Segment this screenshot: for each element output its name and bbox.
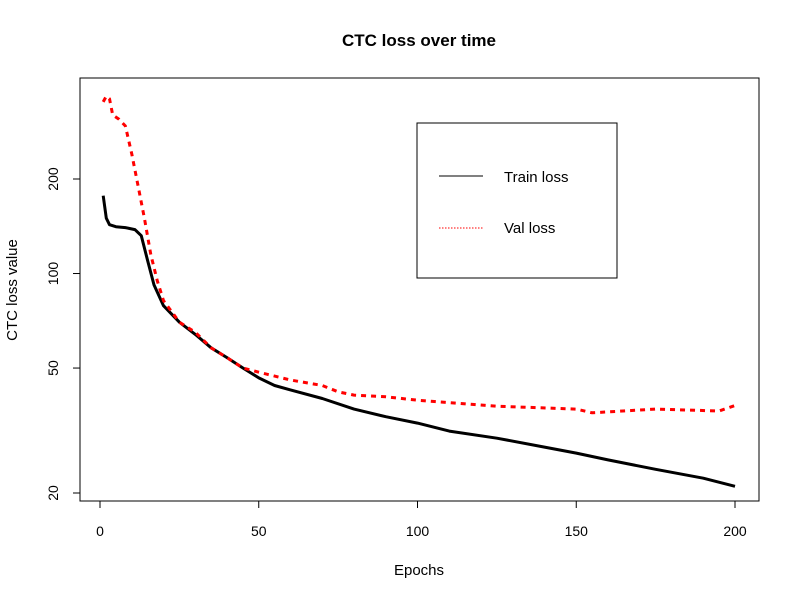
y-tick-label: 50 <box>45 360 61 376</box>
x-tick-label: 100 <box>406 523 430 539</box>
x-tick-label: 150 <box>565 523 589 539</box>
train-loss-line <box>101 195 736 488</box>
legend-train-label: Train loss <box>504 169 568 186</box>
y-tick-label: 100 <box>45 262 61 286</box>
x-tick-label: 50 <box>251 523 267 539</box>
y-axis-label: CTC loss value <box>4 239 21 341</box>
val-loss-line <box>101 94 736 415</box>
y-tick-label: 20 <box>45 485 61 501</box>
x-axis-label: Epochs <box>394 562 444 579</box>
x-tick-label: 0 <box>96 523 104 539</box>
x-tick-label: 200 <box>723 523 747 539</box>
y-tick-label: 200 <box>45 167 61 191</box>
legend: Train loss Val loss <box>416 122 618 279</box>
chart-title: CTC loss over time <box>342 31 496 50</box>
legend-val-label: Val loss <box>504 220 555 237</box>
legend-box <box>416 122 618 279</box>
